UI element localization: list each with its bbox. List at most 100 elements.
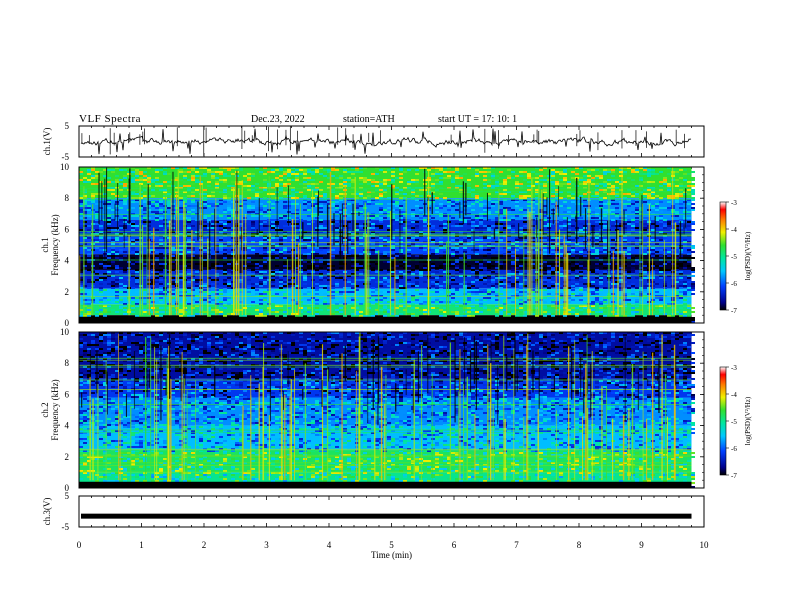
spectral-cell [639,267,643,269]
spectral-cell [691,189,695,191]
spectral-cell [439,181,443,183]
spectral-cell [431,241,435,243]
spectral-cell [195,219,199,221]
spectral-cell [239,269,243,271]
spectral-cell [227,169,231,171]
spectral-cell [151,241,155,243]
spectral-cell [143,199,147,201]
spectral-cell [647,183,651,185]
spectral-cell [295,169,299,171]
spectral-cell [311,223,315,225]
spectral-cell [471,195,475,197]
spectral-cell [139,197,143,199]
spectral-cell [171,167,175,169]
spectral-cell [471,269,475,271]
spectral-cell [155,207,159,209]
spectral-cell [447,201,451,203]
spectral-cell [691,251,695,253]
spectral-cell [295,279,299,281]
spectral-cell [407,223,411,225]
spectral-cell [367,179,371,181]
spectral-cell [635,237,639,239]
spectral-cell [431,269,435,271]
spectral-cell [243,241,247,243]
spectral-cell [331,285,335,287]
spectral-cell [291,167,295,169]
spectral-cell [419,273,423,275]
spectral-cell [139,251,143,253]
spectral-cell [619,287,623,289]
spectral-cell [323,169,327,171]
spectral-cell [631,191,635,193]
spectral-cell [303,183,307,185]
spectral-cell [283,183,287,185]
spectral-cell [691,283,695,285]
spectral-cell [623,227,627,229]
spectral-cell [355,299,359,301]
spectral-cell [283,269,287,271]
spectral-cell [119,257,123,259]
spectral-cell [643,225,647,227]
spectral-cell [295,213,299,215]
spectral-cell [643,239,647,241]
spectral-cell [187,221,191,223]
spectral-cell [239,169,243,171]
spectral-cell [83,221,87,223]
spectral-cell [311,167,315,169]
spectral-cell [507,211,511,213]
spectral-cell [359,197,363,199]
spectral-cell [555,247,559,249]
spectral-cell [587,171,591,173]
spectral-cell [503,227,507,229]
spectral-cell [135,239,139,241]
spectral-cell [415,281,419,283]
spectral-cell [407,229,411,231]
spectral-cell [511,255,515,257]
spectral-cell [351,173,355,175]
spectral-cell [167,201,171,203]
spectral-cell [615,281,619,283]
spectral-cell [283,237,287,239]
spectral-cell [263,283,267,285]
spectral-cell [371,267,375,269]
spectral-cell [435,229,439,231]
spectral-cell [407,195,411,197]
spectral-cell [315,261,319,263]
spectral-cell [579,177,583,179]
spectral-cell [499,277,503,279]
spectral-cell [563,281,567,283]
spectral-cell [579,167,583,169]
spectral-cell [667,167,671,169]
spectral-cell [571,183,575,185]
spectral-cell [619,251,623,253]
spectral-cell [79,277,83,279]
spectral-cell [691,193,695,195]
spectral-cell [327,177,331,179]
spectral-cell [359,211,363,213]
spectral-cell [659,181,663,183]
spectral-cell [91,175,95,177]
spectral-cell [503,277,507,279]
spectral-cell [579,297,583,299]
spectral-cell [611,243,615,245]
spectral-cell [655,217,659,219]
spectral-cell [227,283,231,285]
spectral-cell [315,255,319,257]
spectral-cell [447,285,451,287]
spectral-cell [647,199,651,201]
spectral-cell [331,249,335,251]
spectral-cell [455,225,459,227]
spectral-cell [363,181,367,183]
spectral-cell [627,223,631,225]
spectral-cell [403,219,407,221]
spectral-cell [115,179,119,181]
spectral-cell [287,225,291,227]
spectral-cell [315,253,319,255]
spectral-cell [227,285,231,287]
spectral-cell [435,283,439,285]
spectral-cell [439,295,443,297]
spectral-cell [675,169,679,171]
spectral-cell [687,211,691,213]
spectral-cell [527,195,531,197]
spectral-cell [115,213,119,215]
